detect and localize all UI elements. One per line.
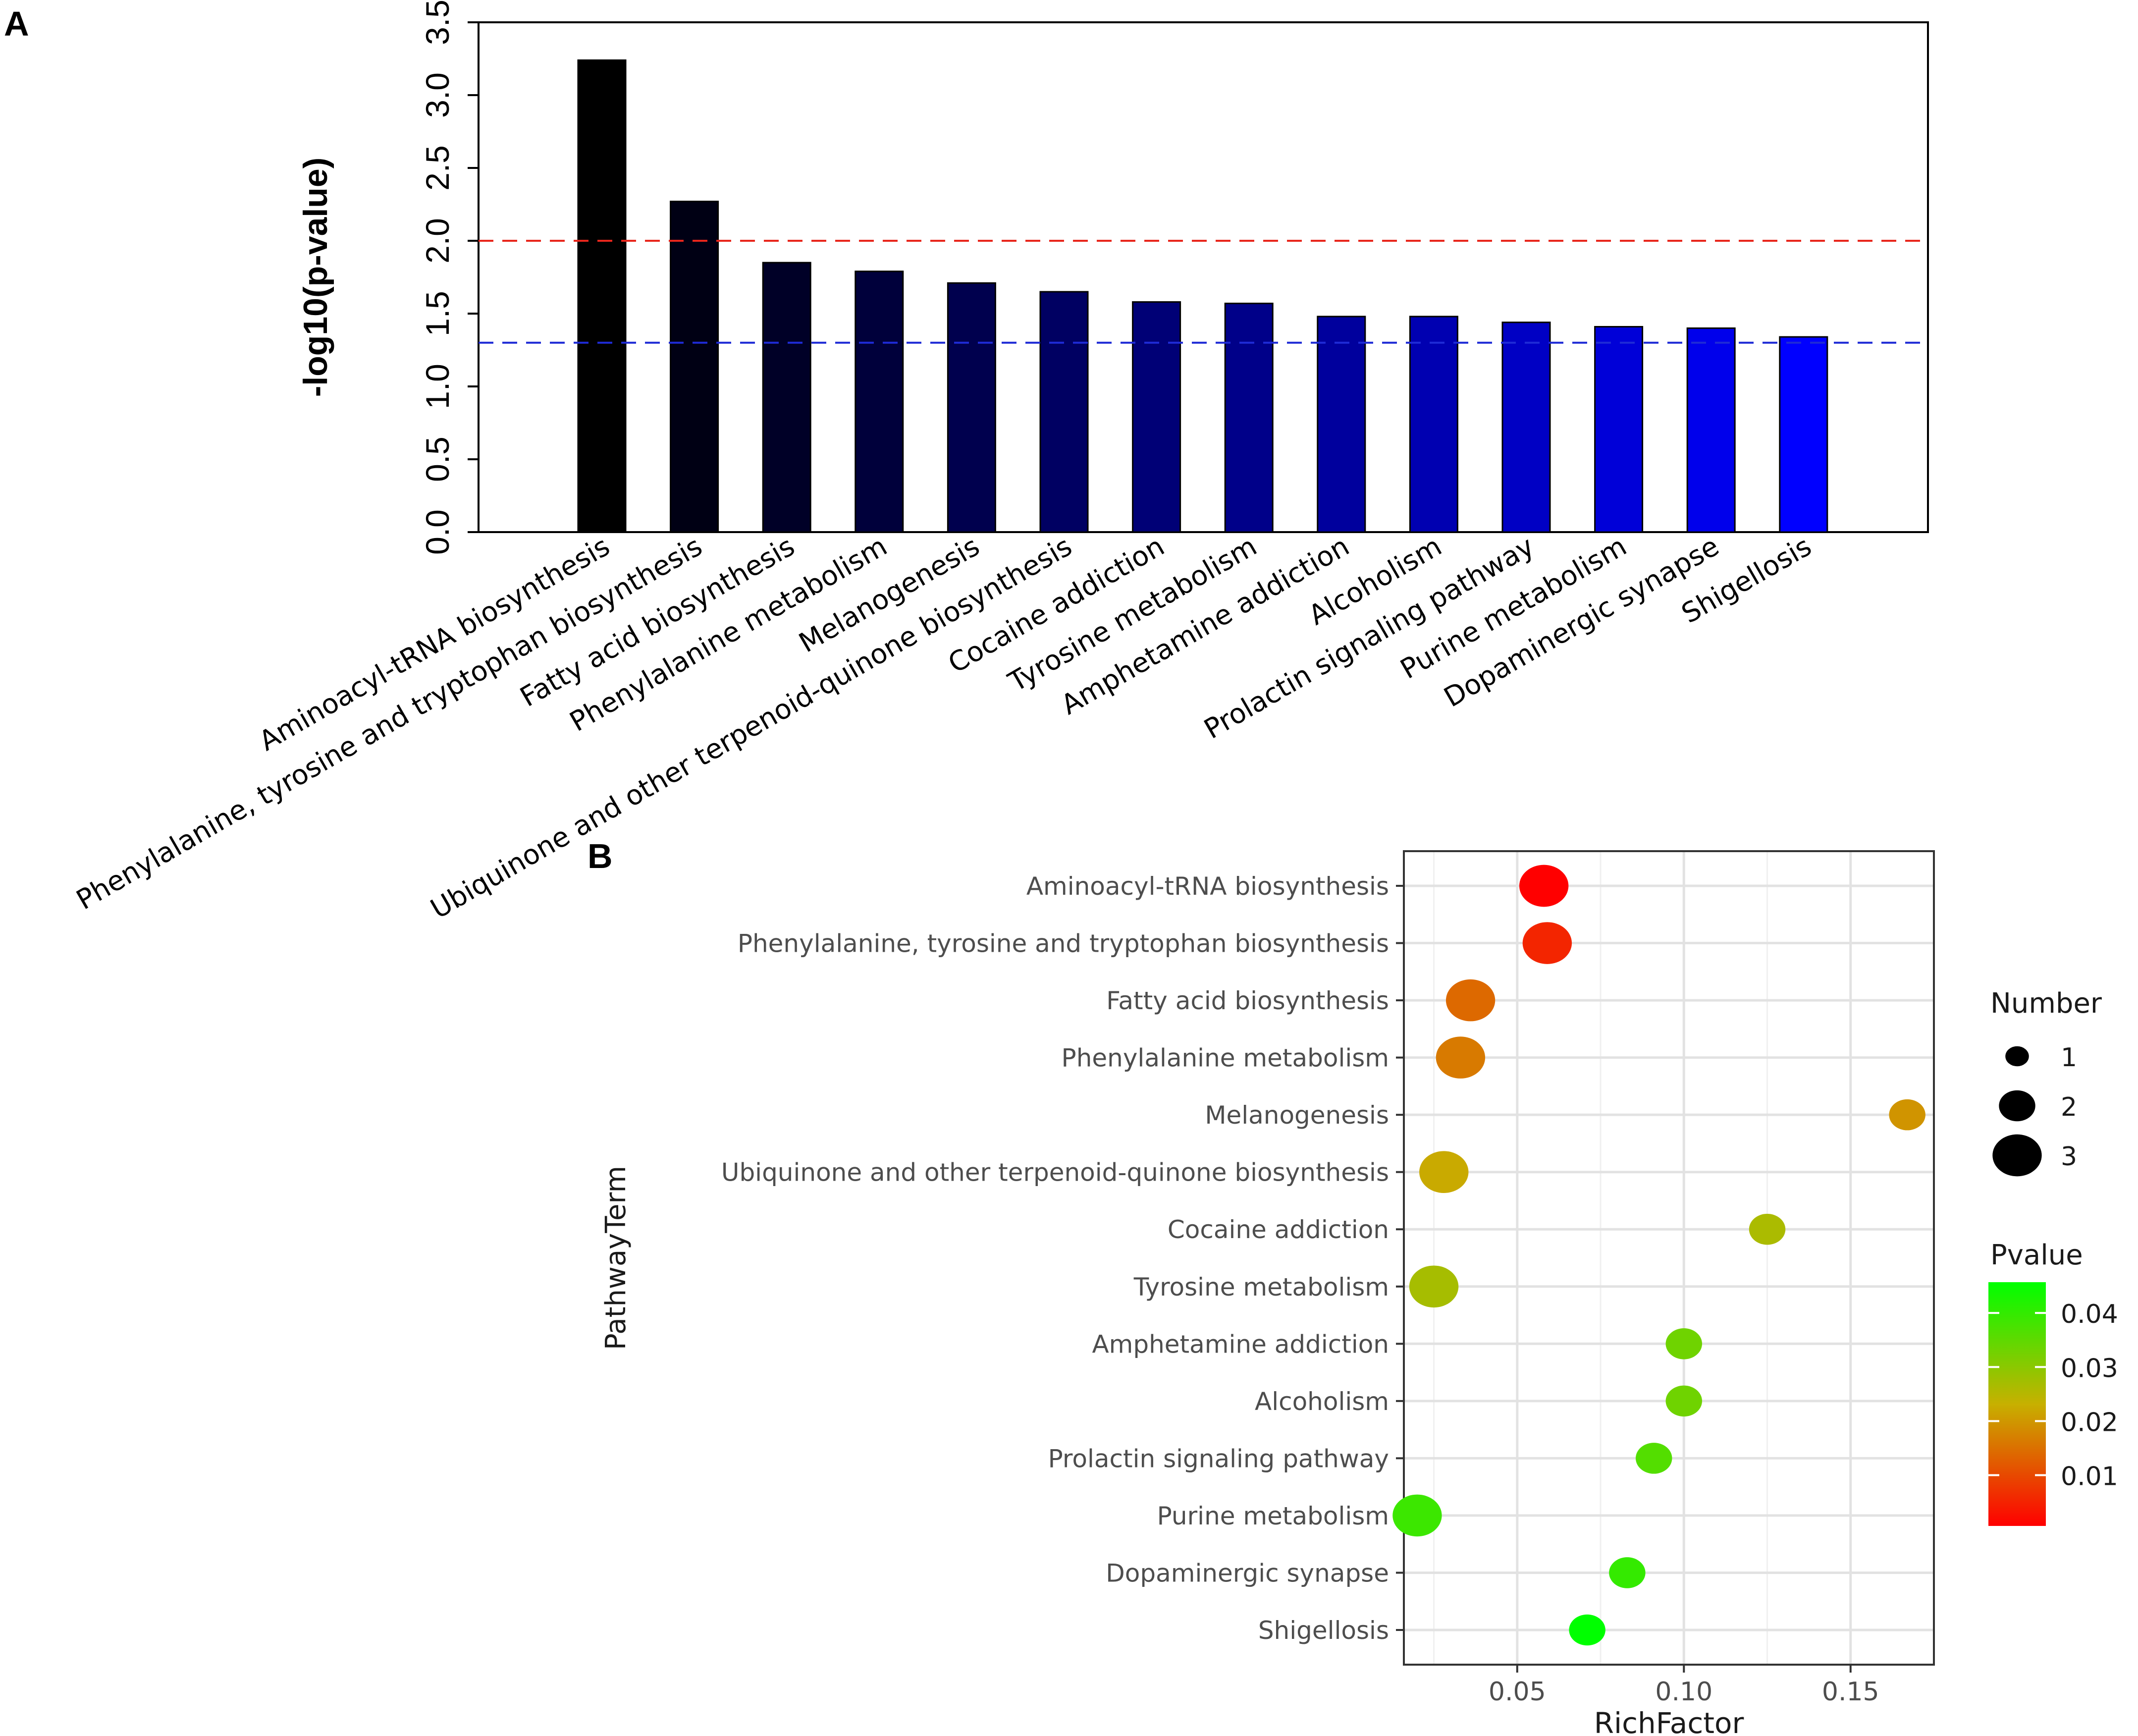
- bubble-point: [1665, 1328, 1703, 1359]
- bubble-point: [1409, 1265, 1459, 1308]
- x-tick-label-b: 0.05: [1489, 1677, 1546, 1707]
- bar: [1317, 316, 1366, 533]
- bubble-point: [1392, 1494, 1442, 1537]
- bar-chart-pvalue: 0.0 0.5 1.0 1.5 2.0 2.5 3.0 3.5 -log10(p-value) A…: [71, 0, 1929, 925]
- y-tick-label-a: 0.0: [419, 509, 456, 555]
- y-category-label-b: Melanogenesis: [1205, 1101, 1389, 1130]
- size-legend-title: Number: [1990, 987, 2102, 1020]
- y-tick-label-a: 2.5: [419, 145, 456, 191]
- bubble-point: [1569, 1614, 1605, 1646]
- x-category-label-a: Aminoacyl-tRNA biosynthesis: [254, 530, 615, 757]
- bubble-point: [1609, 1557, 1646, 1588]
- bubble-chart-richfactor: 0.05 0.10 0.15 Aminoacyl-tRNA biosynthesis P…: [600, 850, 2118, 1736]
- x-tick-label-b: 0.15: [1822, 1677, 1879, 1707]
- y-category-label-b: Cocaine addiction: [1168, 1215, 1389, 1244]
- bar: [1779, 336, 1828, 533]
- size-legend-label: 1: [2061, 1043, 2077, 1073]
- plot-frame-b: [1403, 850, 1935, 1666]
- bubble-point: [1445, 979, 1496, 1022]
- y-category-label-b: Phenylalanine, tyrosine and tryptophan b…: [738, 929, 1389, 958]
- y-category-label-b: Prolactin signaling pathway: [1048, 1444, 1389, 1473]
- size-legend-label: 2: [2061, 1092, 2077, 1122]
- bubble-point: [1665, 1385, 1703, 1417]
- y-axis-title-b: PathwayTerm: [600, 1166, 632, 1350]
- bar: [855, 271, 904, 533]
- y-category-label-b: Amphetamine addiction: [1092, 1330, 1389, 1358]
- bar: [947, 282, 996, 533]
- bar: [1409, 316, 1458, 533]
- color-legend-label: 0.03: [2061, 1354, 2118, 1383]
- panel-a-label: A: [4, 4, 29, 43]
- y-category-label-b: Ubiquinone and other terpenoid-quinone b…: [721, 1158, 1389, 1187]
- color-legend-label: 0.01: [2061, 1462, 2118, 1491]
- y-tick-label-a: 1.0: [419, 364, 456, 409]
- plot-frame-a: [478, 21, 1929, 533]
- bubble-point: [1419, 1151, 1469, 1194]
- y-tick-label-a: 3.5: [419, 0, 456, 45]
- size-legend-key: [1992, 1134, 2042, 1177]
- bubble-point: [1749, 1213, 1786, 1245]
- color-legend-bar: [1988, 1282, 2046, 1526]
- size-legend-key: [2005, 1046, 2029, 1067]
- y-tick-label-a: 1.5: [419, 291, 456, 336]
- y-tick-label-a: 3.0: [419, 72, 456, 118]
- y-category-label-b: Tyrosine metabolism: [1133, 1273, 1389, 1302]
- bar: [670, 201, 719, 533]
- bubble-point: [1522, 922, 1572, 964]
- y-axis-title-a: -log10(p-value): [297, 158, 334, 397]
- bar: [577, 59, 627, 533]
- y-tick-label-a: 0.5: [419, 436, 456, 482]
- bubble-point: [1635, 1443, 1672, 1474]
- panel-b-label: B: [588, 837, 613, 875]
- x-axis-title-b: RichFactor: [1594, 1706, 1744, 1736]
- size-legend-label: 3: [2061, 1142, 2077, 1172]
- bar: [1224, 302, 1274, 533]
- bubble-point: [1436, 1036, 1486, 1079]
- bar: [1501, 322, 1551, 533]
- color-legend-label: 0.04: [2061, 1300, 2118, 1329]
- bar: [1132, 301, 1181, 533]
- bubble-point: [1519, 865, 1569, 907]
- x-tick-label-b: 0.10: [1655, 1677, 1712, 1707]
- color-legend-label: 0.02: [2061, 1408, 2118, 1437]
- y-category-label-b: Shigellosis: [1258, 1616, 1389, 1645]
- bar: [1686, 327, 1736, 533]
- bar: [1594, 326, 1644, 533]
- bubble-point: [1889, 1099, 1925, 1131]
- y-category-label-b: Fatty acid biosynthesis: [1106, 986, 1389, 1015]
- bar: [762, 262, 811, 533]
- y-tick-label-a: 2.0: [419, 218, 456, 264]
- y-category-label-b: Purine metabolism: [1157, 1502, 1389, 1530]
- size-legend-key: [1999, 1090, 2035, 1122]
- y-category-label-b: Dopaminergic synapse: [1106, 1559, 1389, 1587]
- color-legend-title: Pvalue: [1990, 1239, 2083, 1271]
- bar: [1039, 291, 1089, 533]
- y-category-label-b: Alcoholism: [1255, 1387, 1389, 1416]
- plot-background-b: [1404, 851, 1934, 1665]
- y-category-label-b: Phenylalanine metabolism: [1062, 1044, 1389, 1073]
- y-category-label-b: Aminoacyl-tRNA biosynthesis: [1026, 872, 1389, 901]
